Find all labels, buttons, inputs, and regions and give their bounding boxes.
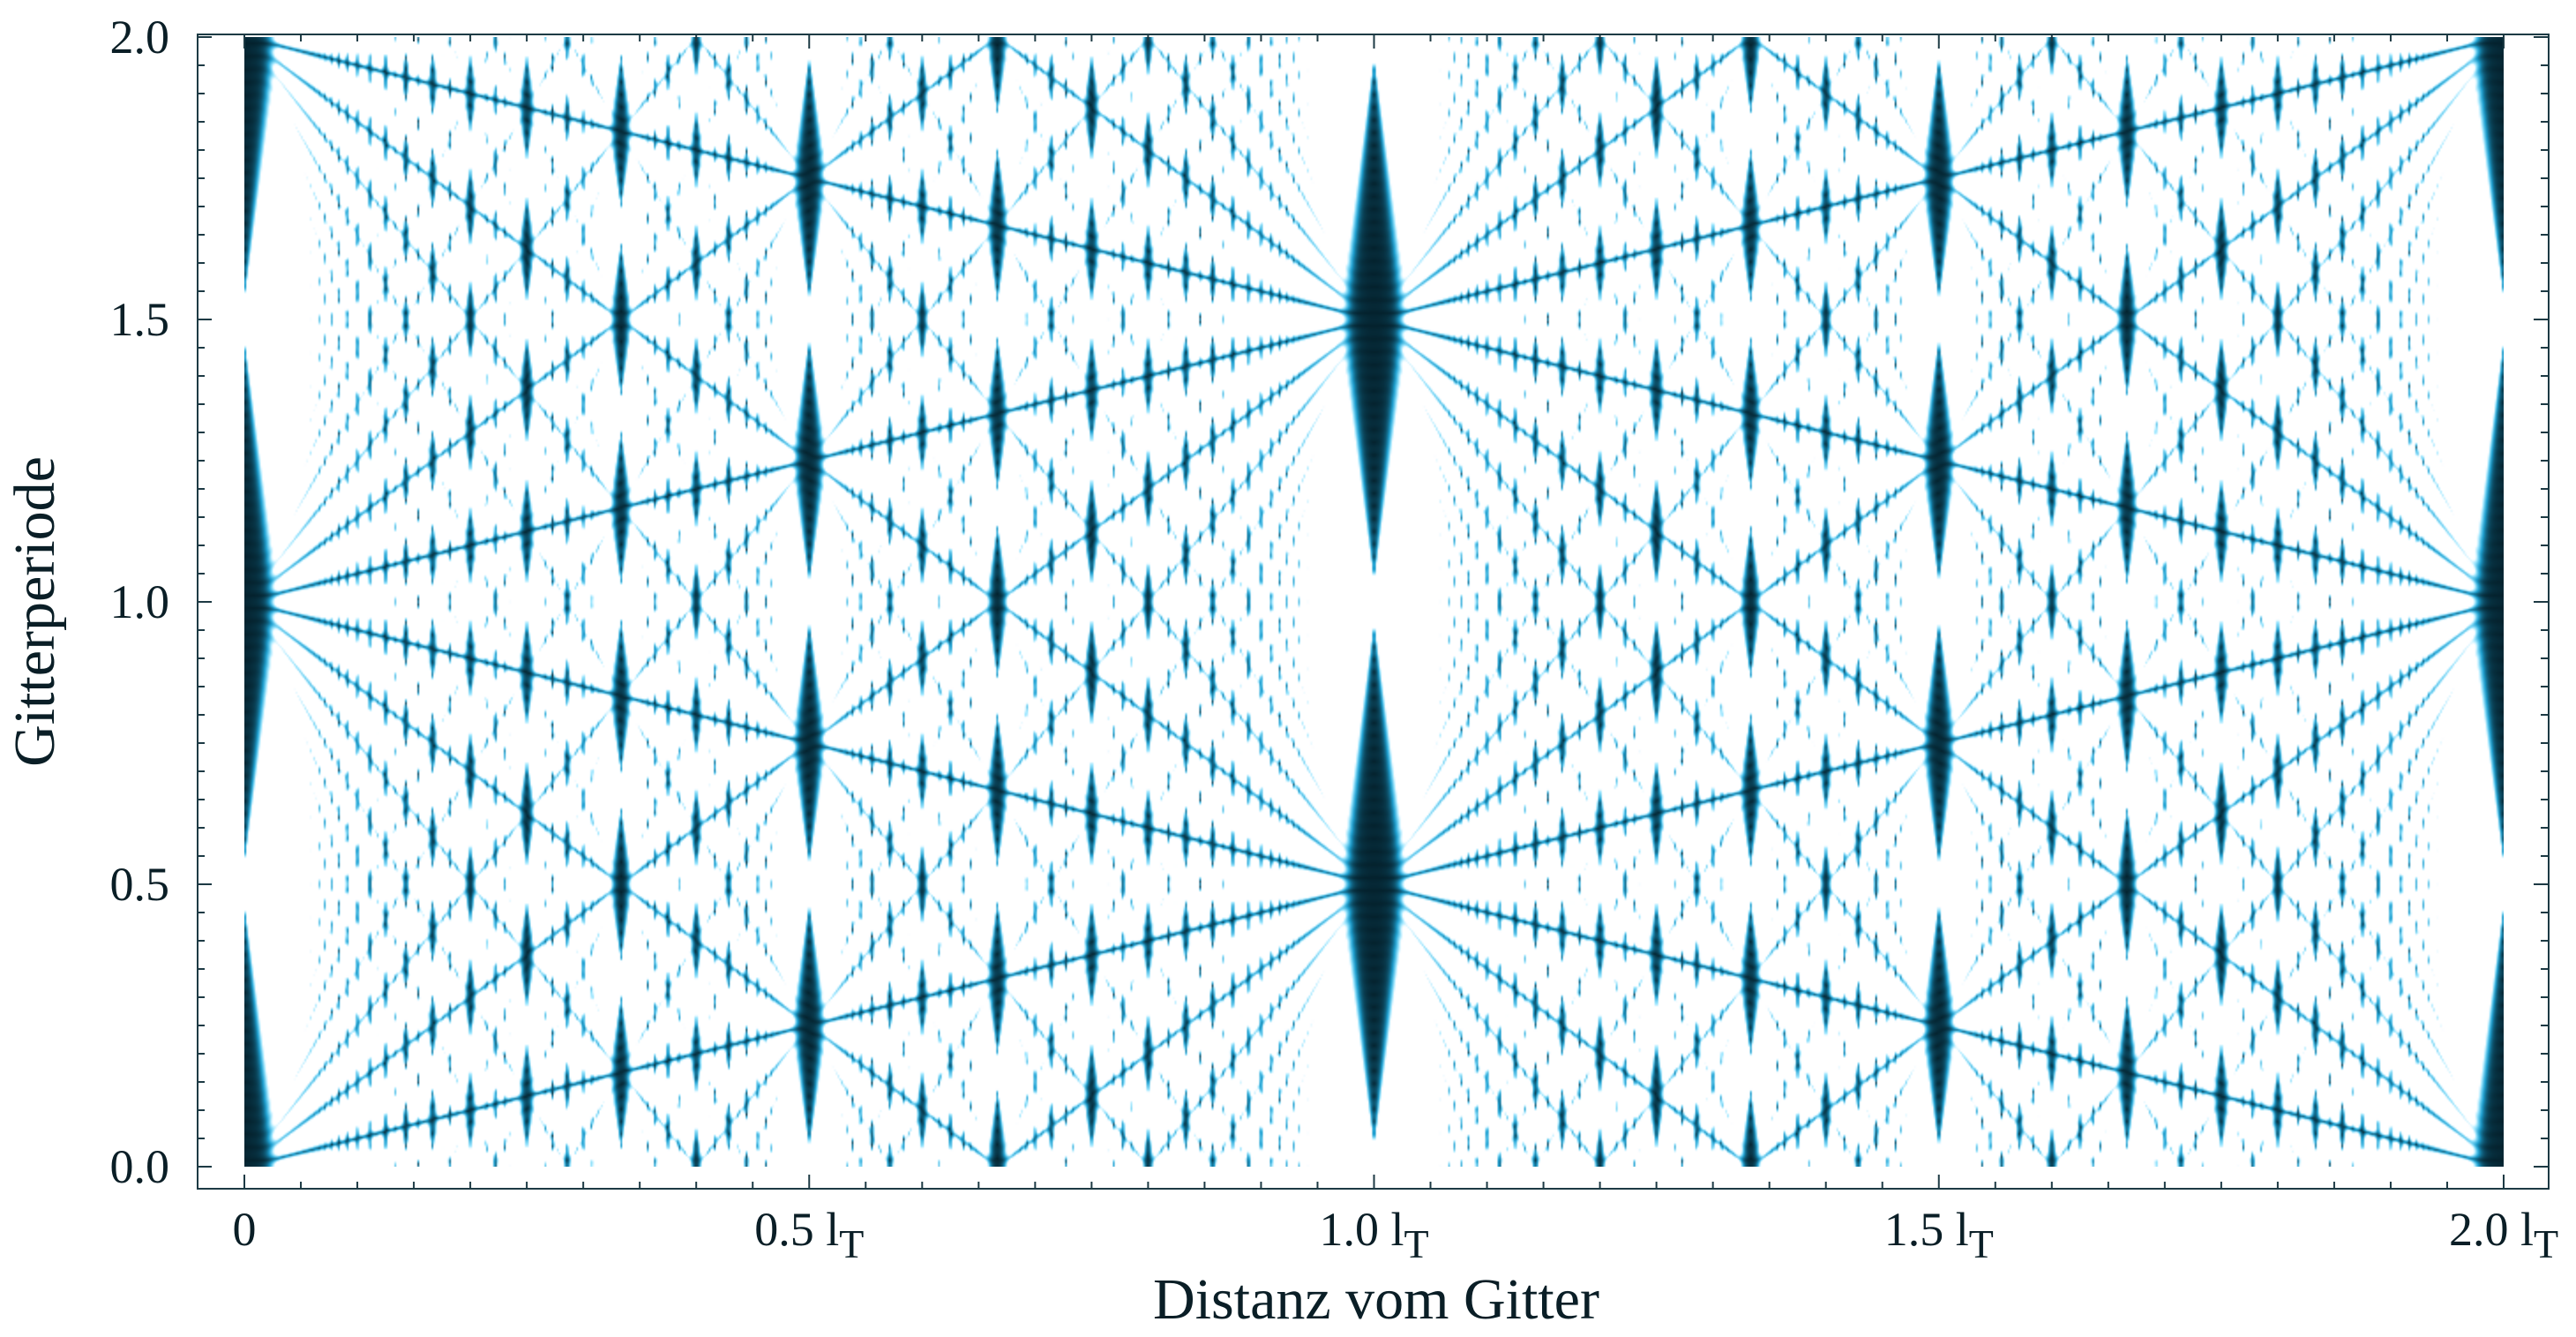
y-tick-label: 0.5 bbox=[109, 858, 170, 911]
x-tick-unit-subscript: T bbox=[2533, 1221, 2559, 1266]
x-tick-value: 1.5 bbox=[1883, 1203, 1956, 1256]
x-tick-unit: l bbox=[1955, 1203, 1969, 1256]
x-tick-label: 1.5 lT bbox=[1884, 1206, 1994, 1265]
x-tick-value: 2.0 bbox=[2448, 1203, 2520, 1256]
y-tick-label: 1.0 bbox=[109, 575, 170, 628]
y-tick-label: 1.5 bbox=[109, 293, 170, 346]
x-axis-label: Distanz vom Gitter bbox=[1153, 1267, 1599, 1332]
x-tick-unit: l bbox=[1390, 1203, 1404, 1256]
x-tick-unit-subscript: T bbox=[1404, 1221, 1429, 1266]
x-tick-value: 0 bbox=[232, 1203, 257, 1256]
x-tick-unit-subscript: T bbox=[1968, 1221, 1994, 1266]
x-tick-value: 0.5 bbox=[754, 1203, 827, 1256]
x-tick-unit-subscript: T bbox=[839, 1221, 865, 1266]
x-tick-label: 1.0 lT bbox=[1319, 1206, 1428, 1265]
y-tick-label: 2.0 bbox=[109, 11, 170, 64]
x-tick-label: 0.5 lT bbox=[754, 1206, 864, 1265]
x-tick-unit: l bbox=[2520, 1203, 2534, 1256]
y-axis-label: Gitterperiode bbox=[3, 456, 67, 767]
x-tick-label: 0 bbox=[233, 1206, 257, 1253]
x-tick-value: 1.0 bbox=[1319, 1203, 1391, 1256]
y-tick-label: 0.0 bbox=[109, 1140, 170, 1193]
x-tick-unit: l bbox=[826, 1203, 840, 1256]
intensity-heatmap bbox=[244, 37, 2504, 1167]
x-tick-label: 2.0 lT bbox=[2449, 1206, 2558, 1265]
